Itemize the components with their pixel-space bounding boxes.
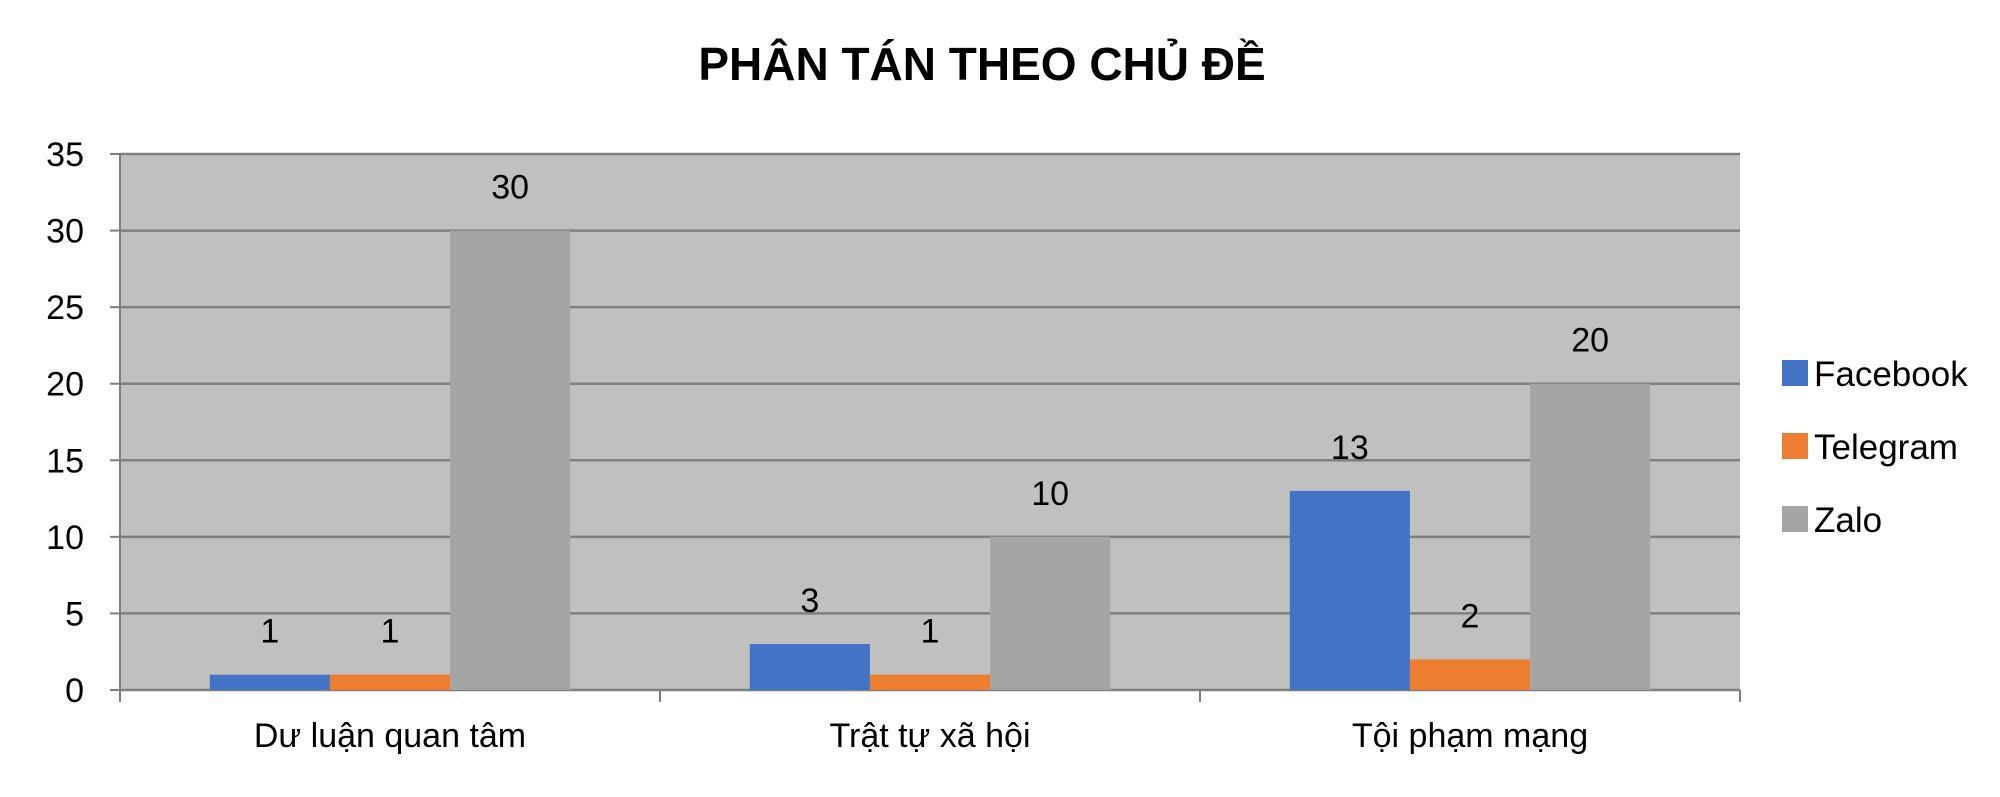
legend-swatch-telegram [1782, 433, 1808, 459]
bar-telegram [869, 674, 991, 690]
bar-facebook [749, 644, 870, 690]
legend-swatch-facebook [1782, 360, 1808, 386]
plot-area [120, 154, 1740, 690]
gridlines [120, 152, 1740, 615]
x-axis: Dư luận quan tâm Trật tự xã hội Tội phạm m… [119, 688, 1741, 755]
data-label: 3 [800, 582, 819, 620]
data-label: 1 [260, 613, 279, 651]
data-label: 10 [1031, 475, 1069, 513]
data-label: 30 [491, 169, 529, 207]
data-label: 1 [921, 613, 940, 651]
bar-zalo [990, 536, 1111, 690]
legend-swatch-zalo [1782, 506, 1808, 532]
bar-telegram [1409, 659, 1531, 690]
x-category-label: Tội phạm mạng [1352, 717, 1588, 755]
chart-title: PHÂN TÁN THEO CHỦ ĐỀ [698, 38, 1265, 90]
data-label: 1 [381, 613, 400, 651]
y-tick-label: 25 [46, 289, 84, 327]
x-category-label: Dư luận quan tâm [254, 717, 526, 755]
y-tick-label: 0 [65, 672, 84, 710]
y-tick-label: 30 [46, 213, 84, 251]
y-axis: 0 5 10 15 20 25 30 35 [46, 136, 121, 710]
y-tick-label: 5 [65, 595, 84, 633]
bars [209, 230, 1651, 691]
y-tick-label: 20 [46, 366, 84, 404]
bar-facebook [209, 674, 330, 690]
data-label: 2 [1461, 597, 1480, 635]
legend: Facebook Telegram Zalo [1782, 355, 1968, 540]
bar-zalo [450, 230, 571, 691]
legend-label: Facebook [1814, 355, 1968, 394]
data-label: 13 [1331, 429, 1369, 467]
legend-label: Zalo [1814, 501, 1882, 540]
bar-zalo [1530, 383, 1651, 690]
y-tick-label: 10 [46, 519, 84, 557]
bar-facebook [1289, 490, 1410, 690]
x-category-label: Trật tự xã hội [829, 717, 1030, 755]
data-label: 20 [1571, 322, 1609, 360]
legend-label: Telegram [1814, 428, 1958, 467]
y-tick-label: 35 [46, 136, 84, 174]
bar-telegram [329, 674, 451, 690]
y-tick-label: 15 [46, 442, 84, 480]
